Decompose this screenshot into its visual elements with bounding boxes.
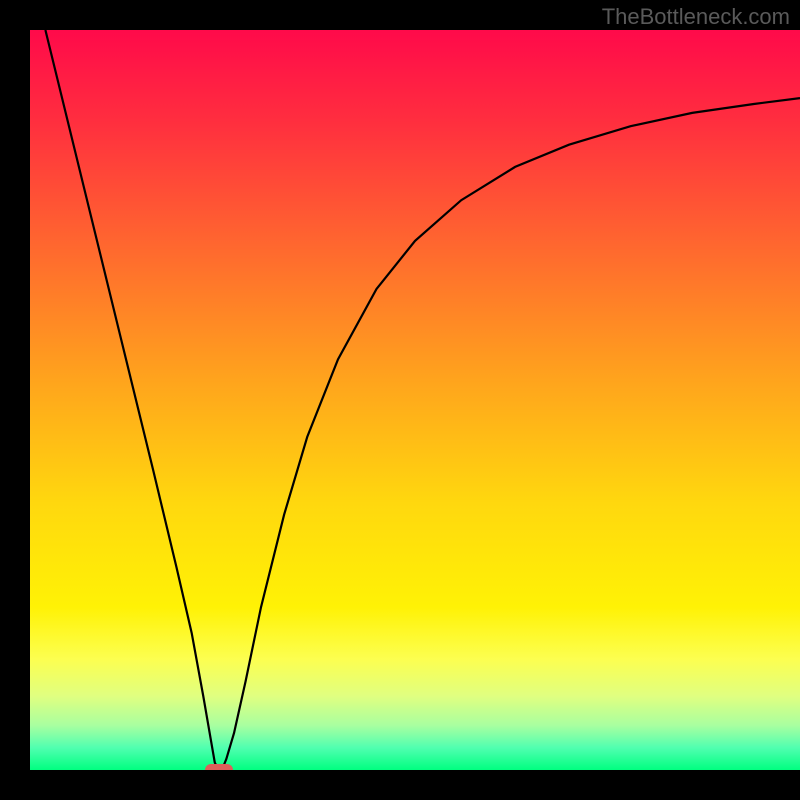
watermark-text: TheBottleneck.com [602, 4, 790, 30]
minimum-marker [205, 764, 233, 770]
chart-plot-area [30, 30, 800, 770]
bottleneck-curve [45, 30, 800, 770]
chart-curve-svg [30, 30, 800, 770]
